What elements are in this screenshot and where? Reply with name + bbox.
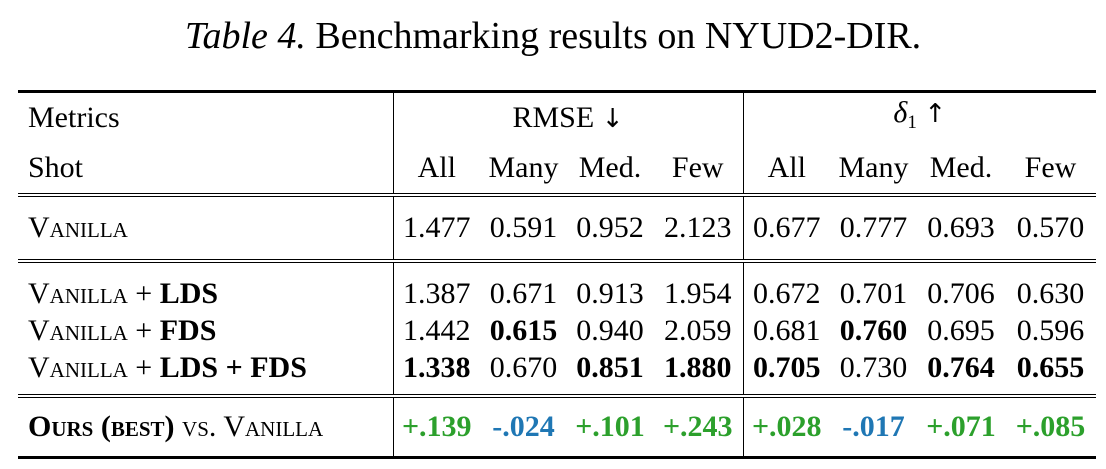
arrow-up-icon: ↑ bbox=[924, 99, 947, 129]
table-row: Vanilla + LDS 1.387 0.671 0.913 1.954 0.… bbox=[18, 261, 1096, 312]
method-name: Vanilla bbox=[18, 195, 394, 263]
delta-cell: +.101 bbox=[567, 396, 653, 459]
table-cell: 0.681 bbox=[753, 313, 821, 347]
delta-cell: +.139 bbox=[393, 396, 480, 459]
delta1-header: δ1 ↑ bbox=[743, 90, 1096, 143]
summary-row: Ours (best) vs. Vanilla +.139 -.024 +.10… bbox=[18, 396, 1096, 459]
delta-symbol: δ bbox=[893, 96, 908, 129]
delta-cell: +.071 bbox=[917, 396, 1005, 459]
table-cell: 0.952 bbox=[567, 195, 653, 263]
table-cell: 1.442 bbox=[403, 313, 471, 347]
table-cell: 0.764 bbox=[917, 349, 1005, 398]
method-name: Vanilla + LDS bbox=[18, 261, 394, 312]
table-cell: 0.670 bbox=[480, 349, 567, 398]
table-cell: 0.591 bbox=[480, 195, 567, 263]
table-cell: 1.954 bbox=[653, 261, 744, 312]
col-header: Med. bbox=[567, 143, 653, 197]
delta-cell: -.024 bbox=[480, 396, 567, 459]
summary-label: Ours (best) vs. Vanilla bbox=[18, 396, 394, 459]
table-cell: 1.880 bbox=[653, 349, 744, 398]
table-caption: Table 4. Benchmarking results on NYUD2-D… bbox=[0, 12, 1106, 60]
col-header: All bbox=[393, 143, 480, 197]
delta-cell: +.028 bbox=[743, 396, 830, 459]
table-cell: 0.730 bbox=[830, 349, 917, 398]
rmse-label: RMSE bbox=[512, 100, 595, 134]
header-row-metrics: Metrics RMSE ↓ δ1 ↑ bbox=[18, 90, 1096, 143]
col-header: Many bbox=[480, 143, 567, 197]
table-cell: 1.338 bbox=[393, 349, 480, 398]
col-header: All bbox=[743, 143, 830, 197]
table-cell: 0.777 bbox=[830, 195, 917, 263]
rmse-header: RMSE ↓ bbox=[393, 90, 744, 143]
metrics-header: Metrics bbox=[18, 90, 394, 143]
col-header: Many bbox=[830, 143, 917, 197]
delta-cell: +.243 bbox=[653, 396, 744, 459]
results-table: Metrics RMSE ↓ δ1 ↑ Shot All Many Med. F… bbox=[18, 90, 1096, 459]
table-cell: 0.695 bbox=[927, 313, 995, 347]
table-cell: 0.693 bbox=[917, 195, 1005, 263]
table-cell: 0.705 bbox=[743, 349, 830, 398]
col-header: Few bbox=[1005, 143, 1096, 197]
table-cell: 0.913 bbox=[576, 276, 644, 310]
table-cell: 0.940 bbox=[576, 313, 644, 347]
caption-text: Benchmarking results on NYUD2-DIR. bbox=[315, 15, 922, 57]
table-cell: 0.596 bbox=[1016, 313, 1085, 347]
table-cell: 2.059 bbox=[653, 312, 744, 349]
method-name: Vanilla + LDS + FDS bbox=[18, 349, 394, 398]
table-row: Vanilla + FDS 1.442 0.615 0.940 2.059 0.… bbox=[18, 312, 1096, 349]
table-cell: 1.387 bbox=[403, 276, 471, 310]
table-cell: 0.671 bbox=[489, 276, 558, 310]
method-name: Vanilla + FDS bbox=[18, 312, 394, 349]
table-cell: 1.477 bbox=[393, 195, 480, 263]
table-row: Vanilla 1.477 0.591 0.952 2.123 0.677 0.… bbox=[18, 195, 1096, 263]
delta-cell: +.085 bbox=[1005, 396, 1096, 459]
header-row-shot: Shot All Many Med. Few All Many Med. Few bbox=[18, 143, 1096, 197]
table-cell: 0.760 bbox=[839, 313, 908, 347]
delta-subscript: 1 bbox=[907, 112, 917, 133]
table-cell: 0.615 bbox=[489, 313, 558, 347]
table-cell: 2.123 bbox=[653, 195, 744, 263]
col-header: Few bbox=[653, 143, 744, 197]
table-cell: 0.677 bbox=[743, 195, 830, 263]
caption-label: Table 4. bbox=[184, 15, 306, 57]
delta-cell: -.017 bbox=[830, 396, 917, 459]
table-cell: 0.570 bbox=[1005, 195, 1096, 263]
table-cell: 0.630 bbox=[1016, 276, 1085, 310]
table-cell: 0.655 bbox=[1005, 349, 1096, 398]
table-cell: 0.706 bbox=[927, 276, 995, 310]
col-header: Med. bbox=[917, 143, 1005, 197]
table-row: Vanilla + LDS + FDS 1.338 0.670 0.851 1.… bbox=[18, 349, 1096, 398]
shot-header: Shot bbox=[18, 143, 394, 197]
table-cell: 0.851 bbox=[567, 349, 653, 398]
table-cell: 0.672 bbox=[753, 276, 821, 310]
arrow-down-icon: ↓ bbox=[601, 103, 624, 134]
table-cell: 0.701 bbox=[839, 276, 908, 310]
